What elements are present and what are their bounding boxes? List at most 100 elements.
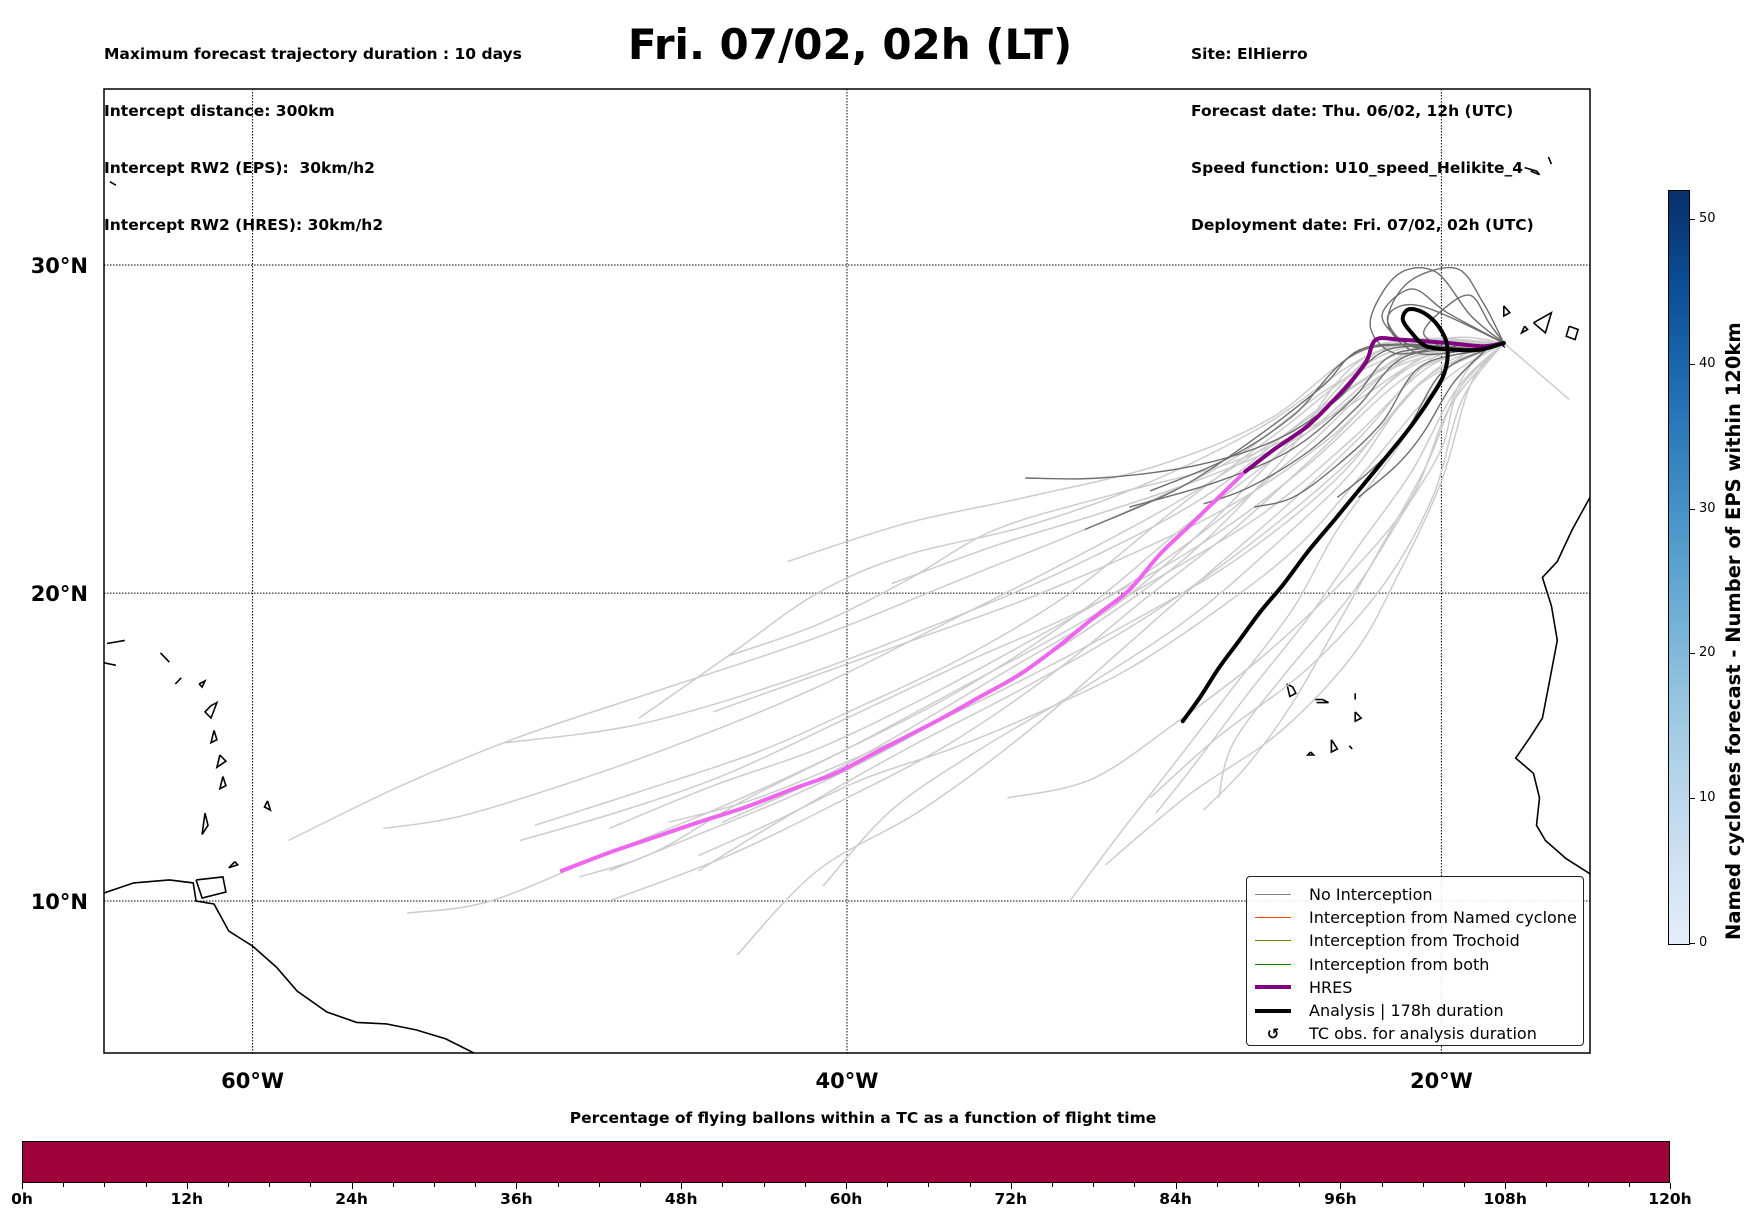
legend-label: Analysis | 178h duration	[1309, 1001, 1504, 1020]
colorbar-tick	[1690, 508, 1695, 510]
coastline-segment	[109, 181, 117, 186]
ensemble-trajectory-early	[1254, 349, 1487, 508]
coastline-segment	[159, 652, 170, 663]
coastline-segment	[104, 662, 117, 667]
tc-obs-marker-icon: ↺	[1266, 1024, 1280, 1043]
hres-trajectory-early	[1243, 336, 1506, 474]
time-tick-label: 48h	[664, 1190, 698, 1208]
lon-tick-label: 60°W	[221, 1069, 284, 1093]
legend-label: No Interception	[1309, 885, 1433, 904]
time-tick	[434, 1183, 435, 1187]
colorbar-tick	[1690, 798, 1695, 800]
coastline-segment	[1354, 711, 1363, 723]
ensemble-trajectory	[713, 342, 1504, 713]
colorbar-tick-label: 0	[1699, 935, 1708, 950]
time-tick	[516, 1183, 518, 1189]
time-tick-label: 84h	[1159, 1190, 1192, 1208]
coastline-segment	[1565, 325, 1580, 341]
time-tick	[1134, 1183, 1136, 1187]
site-info: Site: ElHierro Forecast date: Thu. 06/02…	[1191, 7, 1534, 254]
ensemble-trajectory	[727, 342, 1504, 657]
time-tick	[1587, 1183, 1589, 1187]
lat-tick-label: 10°N	[31, 890, 88, 914]
colorbar-tick-label: 40	[1699, 355, 1716, 371]
ensemble-trajectory	[534, 342, 1504, 827]
coastline-segment	[1348, 745, 1353, 750]
analysis-trajectory	[1180, 306, 1506, 724]
time-tick-label: 120h	[1648, 1190, 1692, 1208]
coastline-segment	[218, 776, 227, 791]
ensemble-trajectory	[698, 342, 1505, 857]
time-tick	[557, 1183, 559, 1187]
coastline-segment	[1519, 325, 1529, 335]
coastline-segment	[201, 812, 209, 835]
ensemble-trajectory	[891, 342, 1504, 585]
coastline-segment	[104, 879, 476, 1053]
time-tick-label: 60h	[829, 1190, 863, 1208]
time-tick	[804, 1183, 806, 1187]
time-tick	[186, 1183, 188, 1189]
coastline-segment	[215, 754, 228, 770]
ensemble-trajectory	[1105, 342, 1505, 866]
deployment-date: Deployment date: Fri. 07/02, 02h (UTC)	[1191, 216, 1534, 234]
time-tick	[228, 1183, 229, 1187]
ensemble-trajectory	[1155, 342, 1505, 814]
coastline-segment	[1286, 683, 1297, 698]
time-tick	[1340, 1183, 1342, 1189]
ensemble-trajectory	[822, 342, 1505, 887]
time-tick	[681, 1183, 683, 1189]
colorbar	[1668, 190, 1690, 945]
time-tick	[640, 1183, 641, 1187]
colorbar-tick-label: 10	[1699, 790, 1716, 806]
legend-line-swatch	[1255, 940, 1291, 942]
coastline-segment	[228, 861, 240, 869]
legend-item: Analysis | 178h duration	[1255, 999, 1504, 1022]
ensemble-trajectory-early	[1084, 343, 1487, 531]
time-tick	[1422, 1183, 1424, 1187]
coastline-segment	[195, 876, 227, 899]
time-tick	[1093, 1183, 1095, 1187]
ensemble-trajectory	[1069, 342, 1505, 902]
lon-tick-label: 40°W	[816, 1069, 879, 1093]
coastline-segment	[1330, 739, 1339, 754]
ensemble-trajectory-early	[1149, 344, 1487, 492]
lat-tick-label: 20°N	[31, 582, 88, 606]
time-tick	[22, 1183, 23, 1189]
legend-line-swatch	[1255, 1008, 1291, 1013]
time-tick	[1670, 1183, 1671, 1189]
ensemble-trajectory-early	[1381, 288, 1505, 350]
legend-item: Interception from Named cyclone	[1255, 906, 1577, 929]
ensemble-trajectory-early	[1357, 349, 1487, 498]
time-tick-label: 96h	[1324, 1190, 1357, 1208]
coastline-segment	[263, 800, 272, 812]
ensemble-trajectory	[519, 342, 1505, 842]
hres-trajectory-late	[559, 469, 1248, 873]
legend-line-swatch	[1255, 963, 1291, 965]
legend-label: TC obs. for analysis duration	[1309, 1024, 1537, 1044]
coastline-segment	[1305, 751, 1316, 756]
trajectory-layer	[287, 266, 1570, 956]
colorbar-title: Named cyclones forecast - Number of EPS …	[1722, 322, 1745, 940]
lon-tick-label: 20°W	[1410, 1069, 1473, 1093]
run-parameters: Maximum forecast trajectory duration : 1…	[104, 7, 522, 254]
coastline-segment	[1532, 311, 1553, 335]
coastline-segment	[198, 679, 207, 689]
colorbar-tick	[1690, 218, 1695, 220]
time-tick	[1299, 1183, 1301, 1187]
time-tick	[928, 1183, 930, 1187]
time-tick	[351, 1183, 353, 1189]
coastline-segment	[1514, 497, 1590, 875]
ensemble-trajectory	[608, 342, 1504, 830]
ensemble-trajectory	[383, 342, 1504, 830]
time-tick	[1010, 1183, 1012, 1189]
legend-item: No Interception	[1255, 883, 1433, 906]
legend-label: Interception from Trochoid	[1309, 931, 1520, 951]
param-intercept-hres: Intercept RW2 (HRES): 30km/h2	[104, 216, 384, 234]
time-tick	[846, 1183, 847, 1189]
time-tick	[1175, 1183, 1177, 1189]
coastline-segment	[174, 677, 182, 685]
ensemble-trajectory	[721, 337, 1504, 823]
colorbar-tick	[1690, 943, 1695, 944]
time-tick	[104, 1183, 106, 1187]
